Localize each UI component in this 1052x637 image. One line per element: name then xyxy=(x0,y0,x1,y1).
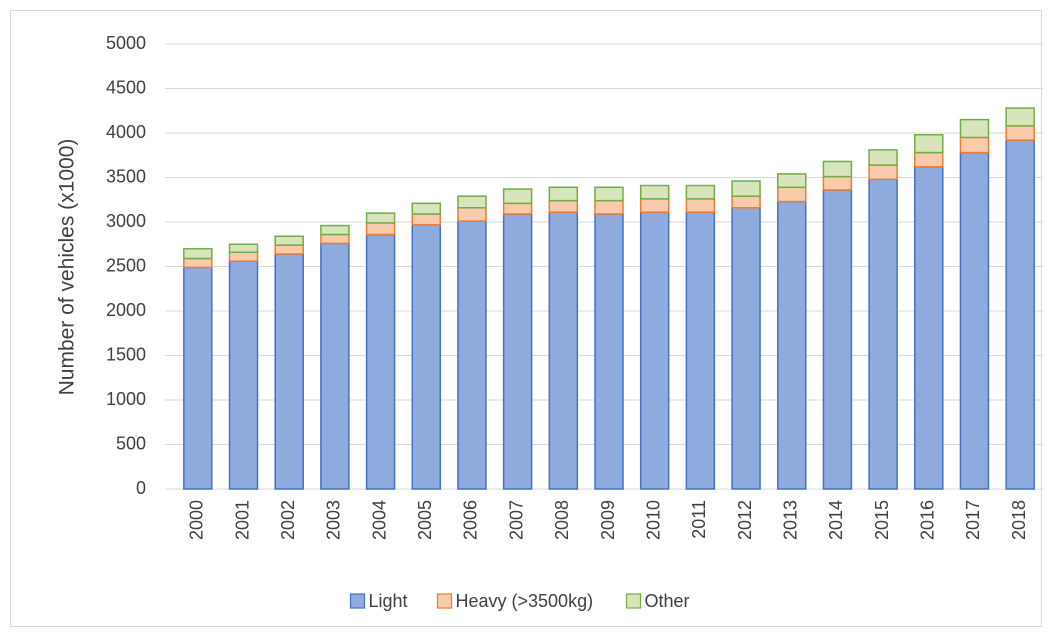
x-tick-label: 2002 xyxy=(278,500,298,540)
bar-segment xyxy=(731,195,761,209)
x-tick-label: 2004 xyxy=(369,500,389,540)
x-tick-label: 2012 xyxy=(735,500,755,540)
bar-segment xyxy=(365,233,396,490)
bar-segment xyxy=(914,134,944,154)
y-tick-label: 500 xyxy=(116,433,146,453)
bar-segment xyxy=(320,242,350,490)
bar-segment xyxy=(548,199,579,213)
bar-segment xyxy=(411,223,442,490)
bar-segment xyxy=(822,189,853,490)
bar-segment xyxy=(594,199,624,215)
y-tick-label: 4000 xyxy=(106,122,146,142)
legend-label: Light xyxy=(369,591,408,611)
x-tick-label: 2010 xyxy=(643,500,663,540)
y-tick-label: 0 xyxy=(136,478,146,498)
bar-segment xyxy=(274,253,304,490)
x-tick-label: 2008 xyxy=(552,500,572,540)
bar-segment xyxy=(502,202,533,215)
x-tick-label: 2016 xyxy=(918,500,938,540)
legend-label: Heavy (>3500kg) xyxy=(456,591,594,611)
x-tick-label: 2007 xyxy=(506,500,526,540)
bar-segment xyxy=(776,186,807,203)
y-tick-label: 3500 xyxy=(106,166,146,186)
bar-segment xyxy=(502,213,533,490)
y-tick-label: 1000 xyxy=(106,389,146,409)
bar-segment xyxy=(868,164,898,181)
bar-segment xyxy=(822,175,853,191)
bar-segment xyxy=(183,266,213,490)
bar-segment xyxy=(731,180,761,197)
bar-segment xyxy=(685,211,716,490)
x-tick-label: 2017 xyxy=(963,500,983,540)
bar-segment xyxy=(959,151,990,490)
bar-segment xyxy=(183,257,213,269)
bar-segment xyxy=(868,149,898,166)
bar-segment xyxy=(868,178,898,490)
bar-segment xyxy=(502,188,533,205)
bar-segment xyxy=(457,220,487,490)
x-tick-label: 2018 xyxy=(1009,500,1029,540)
y-axis-label: Number of vehicles (x1000) xyxy=(56,139,79,396)
x-tick-label: 2014 xyxy=(826,500,846,540)
bar-segment xyxy=(274,235,304,246)
bar-segment xyxy=(776,200,807,490)
x-tick-label: 2000 xyxy=(187,500,207,540)
bar-segment xyxy=(685,184,716,200)
bar-segment xyxy=(365,212,396,224)
legend-swatch xyxy=(349,593,366,609)
bar-segment xyxy=(548,211,579,490)
bar-segment xyxy=(228,251,259,262)
x-tick-label: 2003 xyxy=(324,500,344,540)
bar-segment xyxy=(1005,139,1035,490)
x-tick-label: 2001 xyxy=(232,500,252,540)
y-tick-label: 4500 xyxy=(106,77,146,97)
y-tick-label: 3000 xyxy=(106,211,146,231)
bar-segment xyxy=(274,244,304,255)
bar-segment xyxy=(1005,125,1035,141)
x-tick-label: 2005 xyxy=(415,500,435,540)
bar-segment xyxy=(457,207,487,222)
bar-segment xyxy=(959,118,990,139)
bar-segment xyxy=(1005,107,1035,127)
bar-segment xyxy=(228,260,259,490)
legend-swatch xyxy=(625,593,642,609)
bar-segment xyxy=(685,198,716,213)
bar-segment xyxy=(959,136,990,154)
bar-segment xyxy=(914,151,944,168)
bar-segment xyxy=(594,186,624,202)
bar-segment xyxy=(639,211,670,490)
y-tick-label: 2500 xyxy=(106,255,146,275)
y-tick-label: 5000 xyxy=(106,33,146,53)
bar-segment xyxy=(411,202,442,215)
x-tick-label: 2011 xyxy=(689,500,709,539)
bar-segment xyxy=(320,224,350,236)
y-tick-label: 2000 xyxy=(106,300,146,320)
bar-segment xyxy=(594,213,624,490)
bar-segment xyxy=(548,186,579,202)
x-tick-label: 2009 xyxy=(598,500,618,540)
bar-segment xyxy=(228,243,259,254)
bar-segment xyxy=(639,198,670,213)
x-tick-label: 2013 xyxy=(780,500,800,540)
bar-segment xyxy=(411,213,442,226)
bar-segment xyxy=(776,173,807,189)
x-tick-label: 2015 xyxy=(872,500,892,540)
bar-segment xyxy=(365,222,396,236)
bar-segment xyxy=(320,233,350,245)
legend-label: Other xyxy=(645,591,690,611)
bar-segment xyxy=(639,184,670,200)
bar-segment xyxy=(457,195,487,209)
bar-segment xyxy=(822,160,853,178)
y-tick-label: 1500 xyxy=(106,344,146,364)
x-tick-label: 2006 xyxy=(461,500,481,540)
bar-segment xyxy=(914,166,944,490)
bar-segment xyxy=(731,207,761,490)
bar-segment xyxy=(183,247,213,260)
legend-swatch xyxy=(436,593,453,609)
